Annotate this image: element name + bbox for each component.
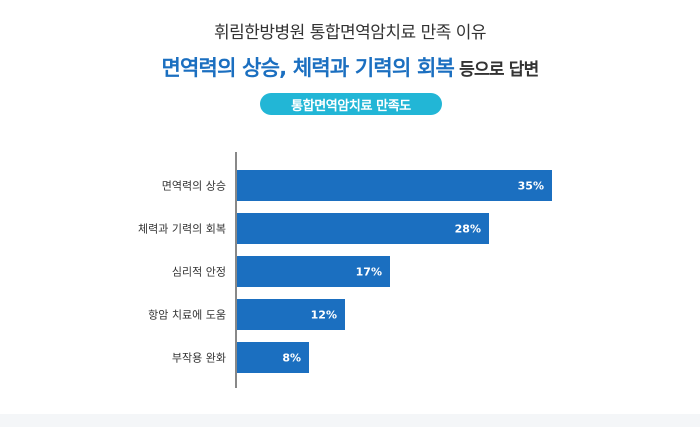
category-label: 면역력의 상승 — [162, 180, 226, 193]
bottom-band — [0, 414, 700, 427]
data-label: 17% — [356, 266, 382, 279]
data-label: 12% — [311, 309, 337, 322]
category-label: 심리적 안정 — [172, 266, 226, 279]
satisfaction-badge: 통합면역암치료 만족도 — [260, 93, 442, 115]
chart-title: 휘림한방병원 통합면역암치료 만족 이유 — [213, 23, 487, 43]
subtitle-highlight: 면역력의 상승, 체력과 기력의 회복 — [161, 56, 455, 80]
bar — [237, 170, 552, 201]
category-label: 부작용 완화 — [172, 352, 226, 365]
bar — [237, 299, 345, 330]
data-label: 28% — [455, 223, 481, 236]
subtitle-rest: 등으로 답변 — [454, 60, 539, 80]
bar — [237, 256, 390, 287]
category-label: 체력과 기력의 회복 — [138, 223, 226, 236]
data-label: 8% — [282, 352, 301, 365]
category-label: 항암 치료에 도움 — [148, 309, 226, 322]
bar — [237, 213, 489, 244]
chart-subtitle: 면역력의 상승, 체력과 기력의 회복 등으로 답변 — [0, 52, 700, 82]
bar — [237, 342, 309, 373]
data-label: 35% — [518, 180, 544, 193]
